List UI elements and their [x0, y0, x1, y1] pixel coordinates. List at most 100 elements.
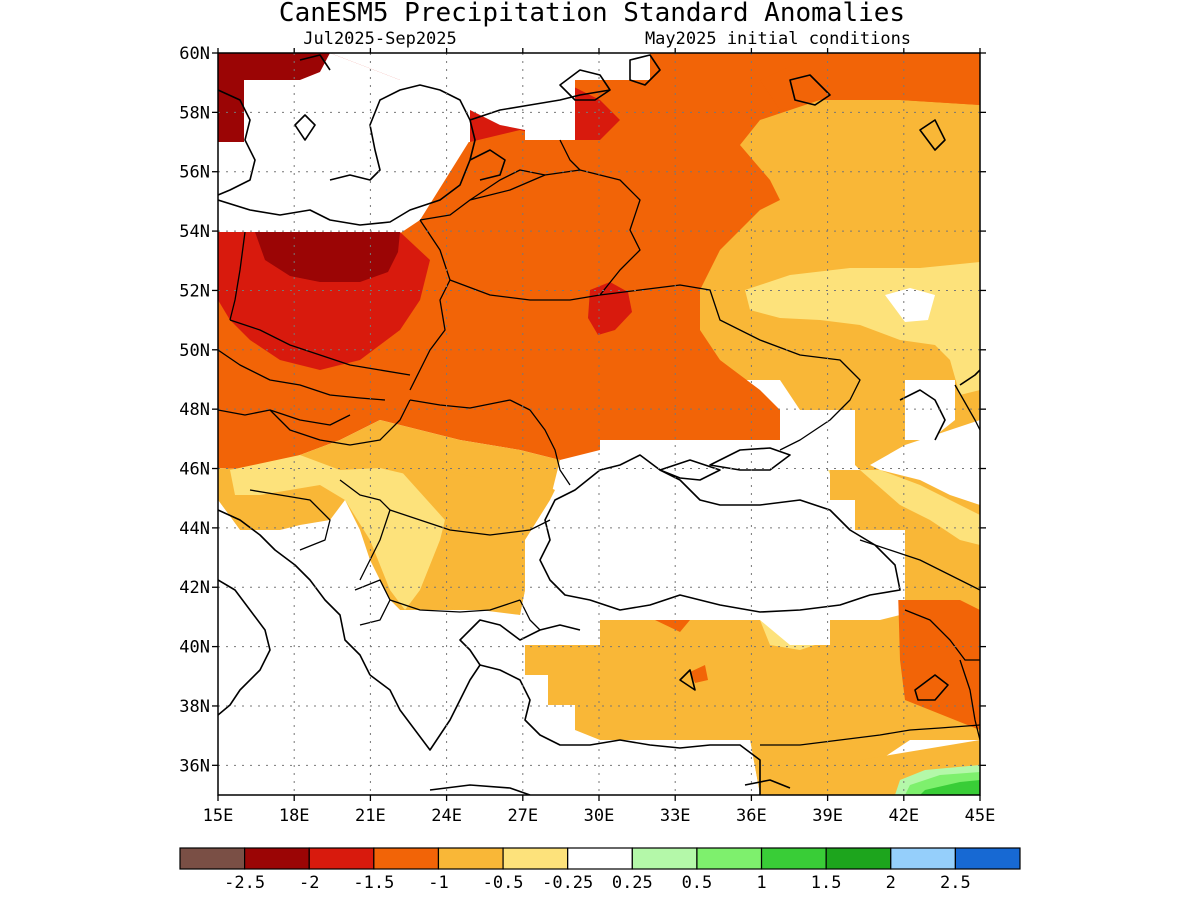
colorbar-label: 2.5 — [940, 873, 971, 893]
border-macedonia — [354, 579, 391, 626]
yellow-region-balkans — [230, 455, 450, 610]
lon-tick-label: 27E — [507, 806, 538, 826]
colorbar-label: -2 — [299, 873, 319, 893]
lake-volga-coastline — [919, 119, 946, 151]
gotland-coastline — [294, 114, 316, 141]
sweden-coastline — [218, 89, 256, 196]
aland-coastline — [299, 54, 331, 71]
lon-tick-label: 45E — [965, 806, 996, 826]
border-belarus-north — [469, 169, 641, 296]
colorbar-swatch — [760, 847, 827, 870]
baltic-coastline — [218, 84, 476, 226]
crete-coastline — [429, 784, 531, 795]
lat-tick-label: 36N — [179, 756, 210, 776]
orange-spot-40n — [655, 620, 690, 632]
lat-tick-label: 42N — [179, 578, 210, 598]
colorbar-swatch — [308, 847, 375, 870]
lat-tick-label: 48N — [179, 400, 210, 420]
border-poland-south — [229, 319, 411, 376]
border-germany-east — [229, 231, 246, 321]
colorbar-swatch — [502, 847, 569, 870]
border-bulgaria-greece — [389, 599, 521, 613]
colorbar-swatch — [244, 847, 310, 870]
dark-red-region-53n — [255, 232, 400, 282]
lat-tick-label: 56N — [179, 163, 210, 183]
dark-red-region-60n — [218, 53, 330, 142]
colorbar-label: -1.5 — [353, 873, 394, 893]
lake-tuz-coastline — [679, 669, 696, 691]
white-region-baltic — [218, 53, 575, 232]
colorbar-label: -1 — [428, 873, 448, 893]
border-russia-baltic — [559, 139, 581, 171]
coastlines-borders — [218, 54, 980, 795]
colorbar-swatch — [954, 847, 1021, 870]
border-turkey-europe — [519, 599, 541, 631]
border-turkey-iran — [959, 659, 980, 741]
gulf-of-riga-coastline — [469, 149, 506, 181]
lake-ladoga-coastline — [559, 69, 611, 101]
lake-east-coastline — [789, 74, 831, 106]
border-turkey-syria — [760, 724, 980, 746]
lat-tick-label: 52N — [179, 281, 210, 301]
axis-ticks: 15E 18E 21E 24E 27E 30E 33E 36E 39E 42E 45E 60N 58N 5… — [179, 44, 995, 826]
light-orange-region-anatolia — [525, 600, 980, 795]
border-romania-bulgaria — [389, 509, 551, 536]
italy-coastline — [218, 579, 271, 716]
colorbar-swatch — [437, 847, 504, 870]
lake-onega-coastline — [629, 54, 661, 86]
border-romania-ukraine — [409, 399, 511, 409]
lake-van-coastline — [914, 674, 949, 701]
lon-tick-label: 39E — [812, 806, 843, 826]
crimea-coastline — [659, 459, 721, 481]
colorbar-swatch — [631, 847, 698, 870]
lat-tick-label: 38N — [179, 697, 210, 717]
lat-tick-label: 50N — [179, 341, 210, 361]
colorbar-swatch — [825, 847, 892, 870]
border-croatia-bosnia — [249, 489, 331, 551]
border-moldova — [509, 399, 571, 486]
orange-region-east-anatolia — [898, 590, 980, 730]
init-label: May2025 initial conditions — [645, 29, 911, 49]
border-belarus-west — [449, 279, 601, 301]
lon-tick-label: 21E — [355, 806, 386, 826]
border-hungary — [269, 399, 411, 446]
border-poland-east — [409, 219, 451, 391]
azov-coastline — [709, 447, 791, 471]
lon-tick-label: 18E — [279, 806, 310, 826]
lon-tick-label: 42E — [888, 806, 919, 826]
colorbar-label: 1.5 — [811, 873, 842, 893]
lat-tick-label: 46N — [179, 460, 210, 480]
border-russia-kazakh — [954, 384, 980, 431]
border-czech — [218, 349, 386, 401]
period-label: Jul2025-Sep2025 — [303, 29, 457, 49]
dark-green-region-se — [920, 780, 980, 795]
colorbar-swatch — [179, 847, 246, 870]
figure-title: CanESM5 Precipitation Standard Anomalies — [279, 0, 905, 28]
adriatic-coastline — [218, 509, 371, 676]
border-baltics — [419, 169, 546, 221]
lat-tick-label: 58N — [179, 103, 210, 123]
light-orange-region-romania — [400, 470, 555, 615]
white-region-finland — [525, 53, 650, 140]
colorbar: -2.5 -2 -1.5 -1 -0.5 -0.25 0.25 0.5 1 1.5 2 2.5 — [179, 847, 1021, 893]
border-ukraine-russia — [599, 284, 861, 451]
colorbar-label: 1 — [756, 873, 766, 893]
colorbar-label: -0.5 — [483, 873, 524, 893]
lon-tick-label: 33E — [660, 806, 691, 826]
colorbar-label: -0.25 — [542, 873, 593, 893]
colorbar-label: 0.25 — [612, 873, 653, 893]
border-austria — [218, 409, 351, 426]
lon-tick-label: 24E — [431, 806, 462, 826]
lon-tick-label: 36E — [736, 806, 767, 826]
white-region-caspian-n — [870, 420, 980, 505]
colorbar-swatch — [567, 847, 633, 870]
colorbar-swatch — [373, 847, 440, 870]
volga-river — [899, 389, 946, 441]
colorbar-swatch — [696, 847, 763, 870]
white-region-adriatic — [218, 500, 760, 795]
lat-tick-label: 60N — [179, 44, 210, 64]
borders — [218, 139, 980, 746]
map-panel — [218, 53, 980, 795]
